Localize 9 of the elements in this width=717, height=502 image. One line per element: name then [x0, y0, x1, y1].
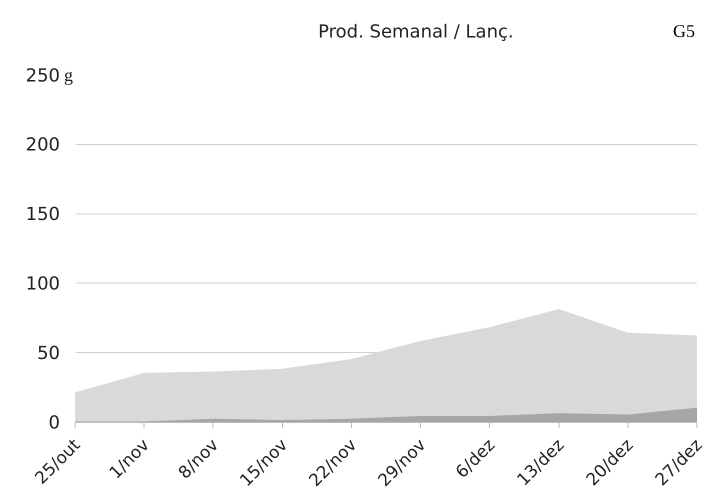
y-tick-label: 200	[26, 134, 60, 156]
y-tick-label: 50	[37, 342, 60, 364]
y-tick-label: 0	[48, 412, 60, 434]
chart-title: Prod. Semanal / Lanç.	[318, 22, 514, 43]
y-tick-label: 100	[26, 274, 60, 294]
text: G5	[673, 21, 695, 41]
y-axis-title: g	[64, 65, 73, 85]
y-tick-label: 250	[26, 65, 60, 86]
y-tick-label: 150	[26, 204, 60, 226]
